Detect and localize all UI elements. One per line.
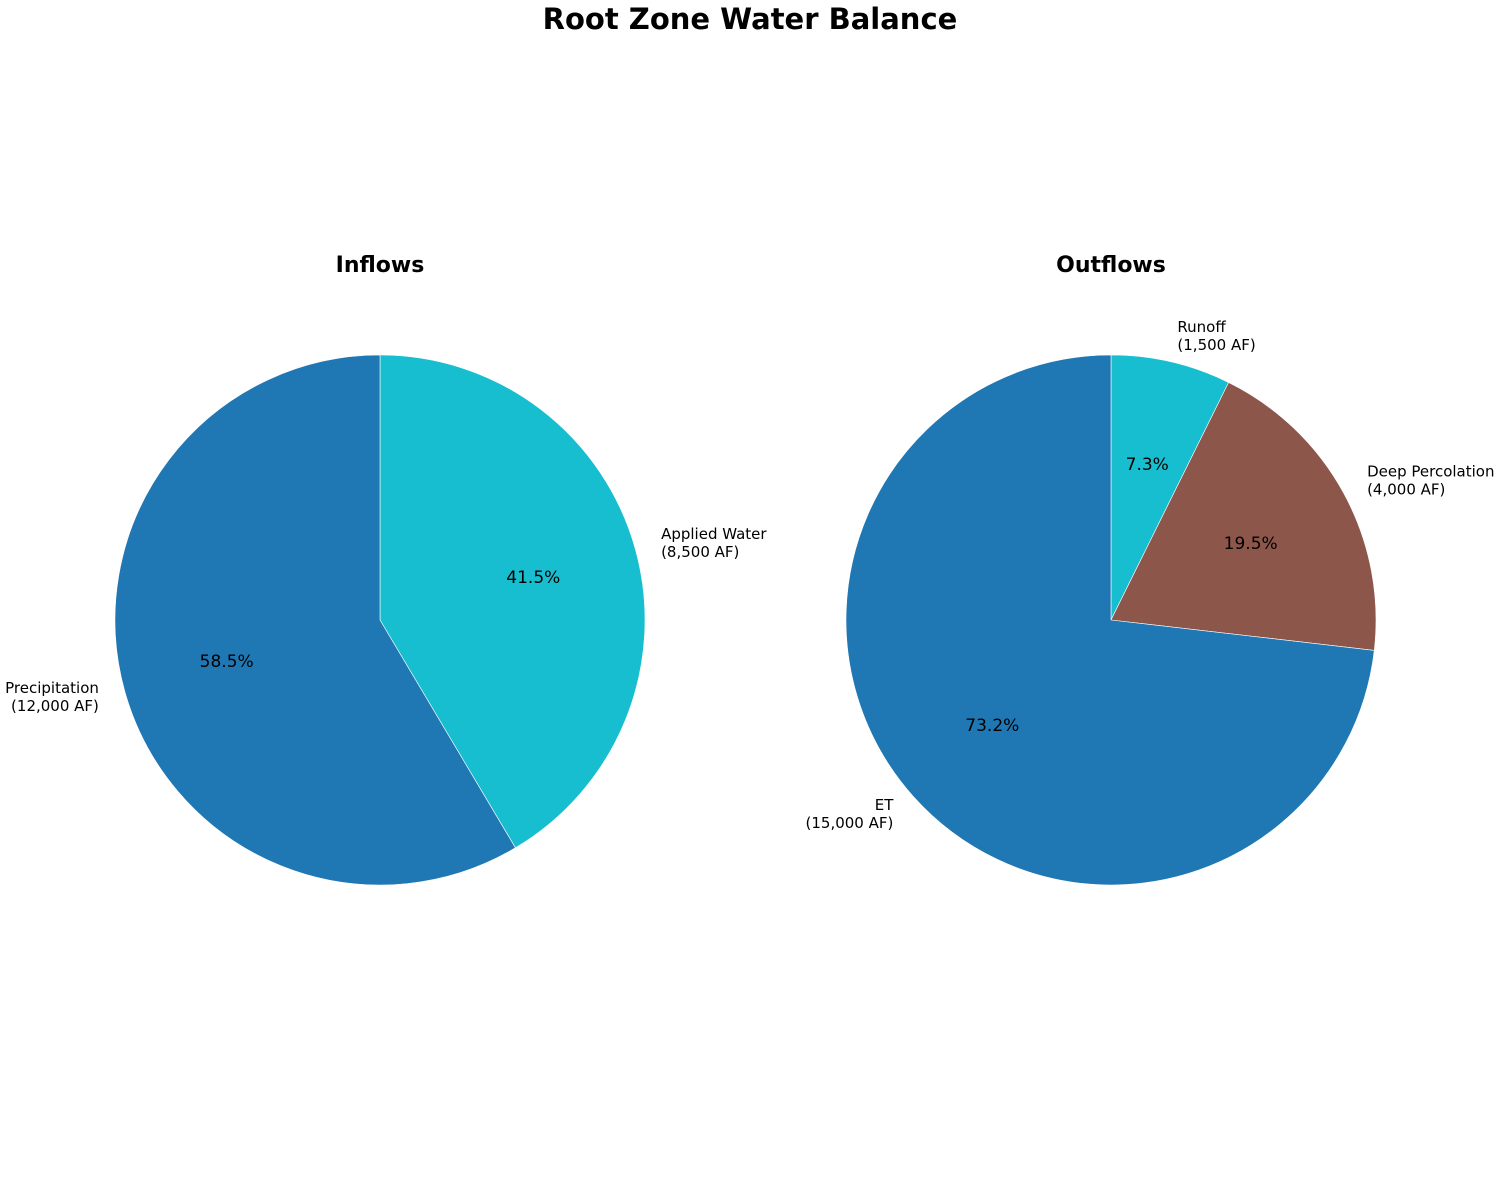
applied-water-slice (379, 354, 646, 849)
precipitation-percent-label: 58.5% (200, 652, 254, 672)
inflows-pie: Inflows 41.5% Applied Water (8,500 AF) 58.5%… (5, 253, 767, 886)
et-percent-label: 73.2% (965, 716, 1019, 736)
figure-title: Root Zone Water Balance (542, 2, 958, 36)
applied-water-percent-label: 41.5% (506, 568, 560, 588)
runoff-slice (1110, 354, 1229, 621)
precipitation-label: Precipitation (12,000 AF) (5, 679, 99, 715)
precipitation-slice (114, 354, 516, 886)
deep-percolation-slice (1110, 382, 1377, 651)
deep-percolation-label: Deep Percolation (4,000 AF) (1367, 463, 1494, 499)
outflows-title: Outflows (1056, 253, 1166, 278)
applied-water-label: Applied Water (8,500 AF) (661, 525, 767, 561)
deep-percolation-percent-label: 19.5% (1224, 534, 1278, 554)
et-label: ET (15,000 AF) (806, 796, 895, 832)
inflows-title: Inflows (336, 253, 425, 278)
outflows-pie: Outflows 7.3% Runoff (1,500 AF) 19.5% Deep Pe… (806, 253, 1494, 886)
runoff-percent-label: 7.3% (1126, 455, 1169, 475)
runoff-label: Runoff (1,500 AF) (1177, 318, 1255, 354)
et-slice (845, 354, 1375, 886)
